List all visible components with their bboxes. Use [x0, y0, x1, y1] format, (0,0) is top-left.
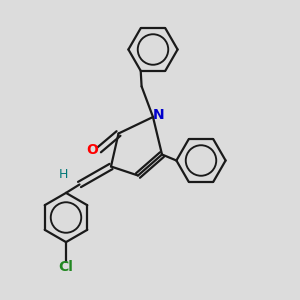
- Text: Cl: Cl: [58, 260, 74, 274]
- Text: H: H: [58, 168, 68, 181]
- Text: N: N: [153, 108, 164, 122]
- Text: O: O: [86, 143, 98, 157]
